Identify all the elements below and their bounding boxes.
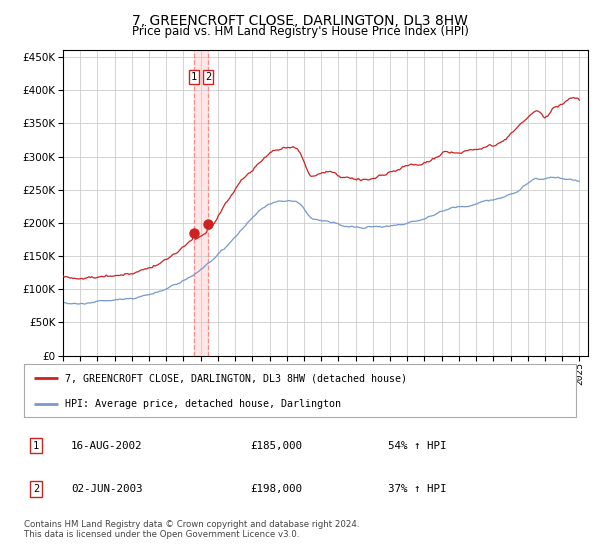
Text: 2: 2 <box>205 72 211 82</box>
Text: 37% ↑ HPI: 37% ↑ HPI <box>388 484 447 494</box>
Text: 7, GREENCROFT CLOSE, DARLINGTON, DL3 8HW: 7, GREENCROFT CLOSE, DARLINGTON, DL3 8HW <box>132 14 468 28</box>
Text: 7, GREENCROFT CLOSE, DARLINGTON, DL3 8HW (detached house): 7, GREENCROFT CLOSE, DARLINGTON, DL3 8HW… <box>65 374 407 384</box>
Text: Contains HM Land Registry data © Crown copyright and database right 2024.
This d: Contains HM Land Registry data © Crown c… <box>24 520 359 539</box>
Text: £198,000: £198,000 <box>250 484 302 494</box>
Bar <box>194 50 208 356</box>
Text: 02-JUN-2003: 02-JUN-2003 <box>71 484 142 494</box>
Text: 1: 1 <box>33 441 39 451</box>
Text: 16-AUG-2002: 16-AUG-2002 <box>71 441 142 451</box>
Text: 54% ↑ HPI: 54% ↑ HPI <box>388 441 447 451</box>
Text: £185,000: £185,000 <box>250 441 302 451</box>
Text: Price paid vs. HM Land Registry's House Price Index (HPI): Price paid vs. HM Land Registry's House … <box>131 25 469 38</box>
Text: 2: 2 <box>33 484 39 494</box>
Text: HPI: Average price, detached house, Darlington: HPI: Average price, detached house, Darl… <box>65 399 341 409</box>
Text: 1: 1 <box>191 72 197 82</box>
